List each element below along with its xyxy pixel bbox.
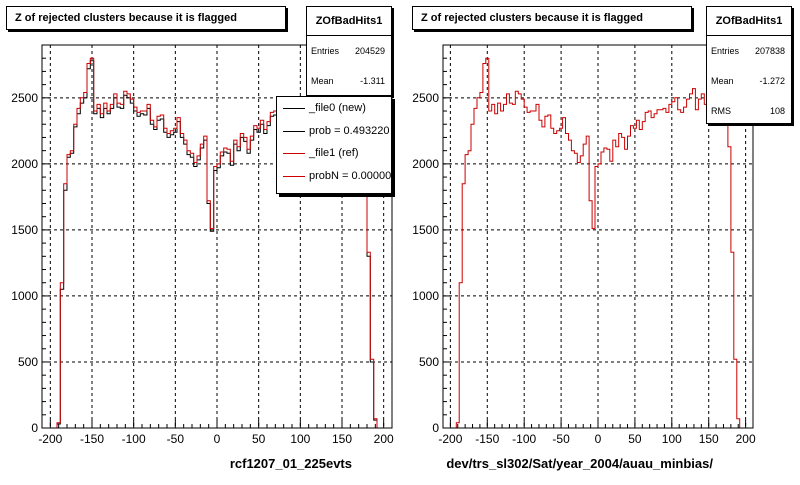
- right-x-tick-label: -200: [438, 432, 462, 446]
- left-stats-mean-value: -1.311: [360, 76, 385, 86]
- left-x-tick-label: -200: [38, 432, 62, 446]
- left-x-tick-label: -100: [122, 432, 146, 446]
- right-chart-title-text: Z of rejected clusters because it is fla…: [421, 12, 643, 24]
- right-x-tick-label: 0: [595, 432, 602, 446]
- right-y-tick-label: 2000: [412, 157, 439, 171]
- right-x-tick-label: 150: [699, 432, 719, 446]
- right-y-tick-label: 1000: [412, 289, 439, 303]
- legend-entry-probn: probN = 0.000000: [277, 165, 391, 188]
- legend-entry-new: _file0 (new): [277, 97, 391, 120]
- right-x-tick-label: 50: [628, 432, 642, 446]
- legend-text-prob: prob = 0.493220: [309, 124, 390, 137]
- left-y-tick-label: 1000: [11, 289, 38, 303]
- right-x-tick-label: -50: [552, 432, 570, 446]
- right-series-0: [455, 57, 743, 429]
- legend-swatch-ref: [283, 153, 305, 154]
- left-stats-entries-label: Entries: [311, 46, 340, 56]
- right-stats-mean-label: Mean: [711, 76, 734, 86]
- left-y-tick-label: 1500: [11, 223, 38, 237]
- left-stats-mean-label: Mean: [311, 76, 334, 86]
- right-stats-rms-value: 108: [769, 106, 785, 116]
- right-y-tick-label: 1500: [412, 223, 439, 237]
- left-x-axis-label: rcf1207_01_225evts: [230, 456, 352, 471]
- left-y-tick-label: 500: [18, 355, 38, 369]
- right-x-axis-label: dev/trs_sl302/Sat/year_2004/auau_minbias…: [446, 456, 713, 471]
- right-plot: -200 -150 -100 -50 0 50 100 150 2000500100015002…: [412, 44, 756, 471]
- left-stats-name: ZOfBadHits1: [307, 7, 391, 36]
- legend-swatch-prob: [283, 130, 305, 132]
- right-stats-rms-label: RMS: [711, 106, 731, 116]
- left-x-tick-label: 200: [374, 432, 394, 446]
- left-chart-title: Z of rejected clusters because it is fla…: [6, 6, 286, 30]
- right-x-tick-label: -150: [475, 432, 499, 446]
- right-stats-name: ZOfBadHits1: [707, 7, 791, 36]
- legend-swatch-probn: [283, 175, 305, 177]
- right-stats-rms-row: RMS 108: [707, 96, 791, 126]
- left-y-tick-label: 2500: [11, 91, 38, 105]
- legend-entry-prob: prob = 0.493220: [277, 120, 391, 143]
- left-stats-entries-row: Entries 204529: [307, 36, 391, 66]
- legend-text-ref: _file1 (ref): [309, 147, 359, 159]
- left-legend: _file0 (new) prob = 0.493220 _file1 (ref…: [276, 96, 392, 194]
- right-stats-mean-value: -1.272: [759, 76, 785, 86]
- right-stats-entries-row: Entries 207838: [707, 36, 791, 66]
- left-x-tick-label: 0: [214, 432, 221, 446]
- legend-entry-ref: _file1 (ref): [277, 142, 391, 165]
- right-stats-mean-row: Mean -1.272: [707, 66, 791, 96]
- right-y-tick-label: 500: [419, 355, 439, 369]
- left-stats-box: ZOfBadHits1 Entries 204529 Mean -1.311: [306, 6, 392, 96]
- legend-swatch-new: [283, 108, 305, 109]
- left-x-tick-label: 50: [252, 432, 266, 446]
- left-y-tick-label: 0: [31, 421, 38, 435]
- left-y-tick-label: 2000: [11, 157, 38, 171]
- left-x-tick-label: -50: [167, 432, 185, 446]
- right-x-tick-label: 200: [736, 432, 756, 446]
- right-y-tick-label: 0: [432, 421, 439, 435]
- left-stats-entries-value: 204529: [354, 46, 385, 56]
- left-x-tick-label: 100: [290, 432, 310, 446]
- left-x-tick-label: 150: [332, 432, 352, 446]
- legend-text-probn: probN = 0.000000: [309, 169, 392, 182]
- right-y-tick-label: 2500: [412, 91, 439, 105]
- right-chart-title: Z of rejected clusters because it is fla…: [412, 6, 692, 30]
- right-x-tick-label: 100: [662, 432, 682, 446]
- right-x-tick-label: -100: [512, 432, 536, 446]
- right-stats-entries-value: 207838: [754, 46, 785, 56]
- right-stats-entries-label: Entries: [711, 46, 740, 56]
- left-chart-title-text: Z of rejected clusters because it is fla…: [15, 12, 237, 24]
- legend-text-new: _file0 (new): [309, 102, 366, 114]
- left-x-tick-label: -150: [80, 432, 104, 446]
- right-stats-box: ZOfBadHits1 Entries 207838 Mean -1.272 R…: [706, 6, 792, 124]
- left-stats-mean-row: Mean -1.311: [307, 66, 391, 96]
